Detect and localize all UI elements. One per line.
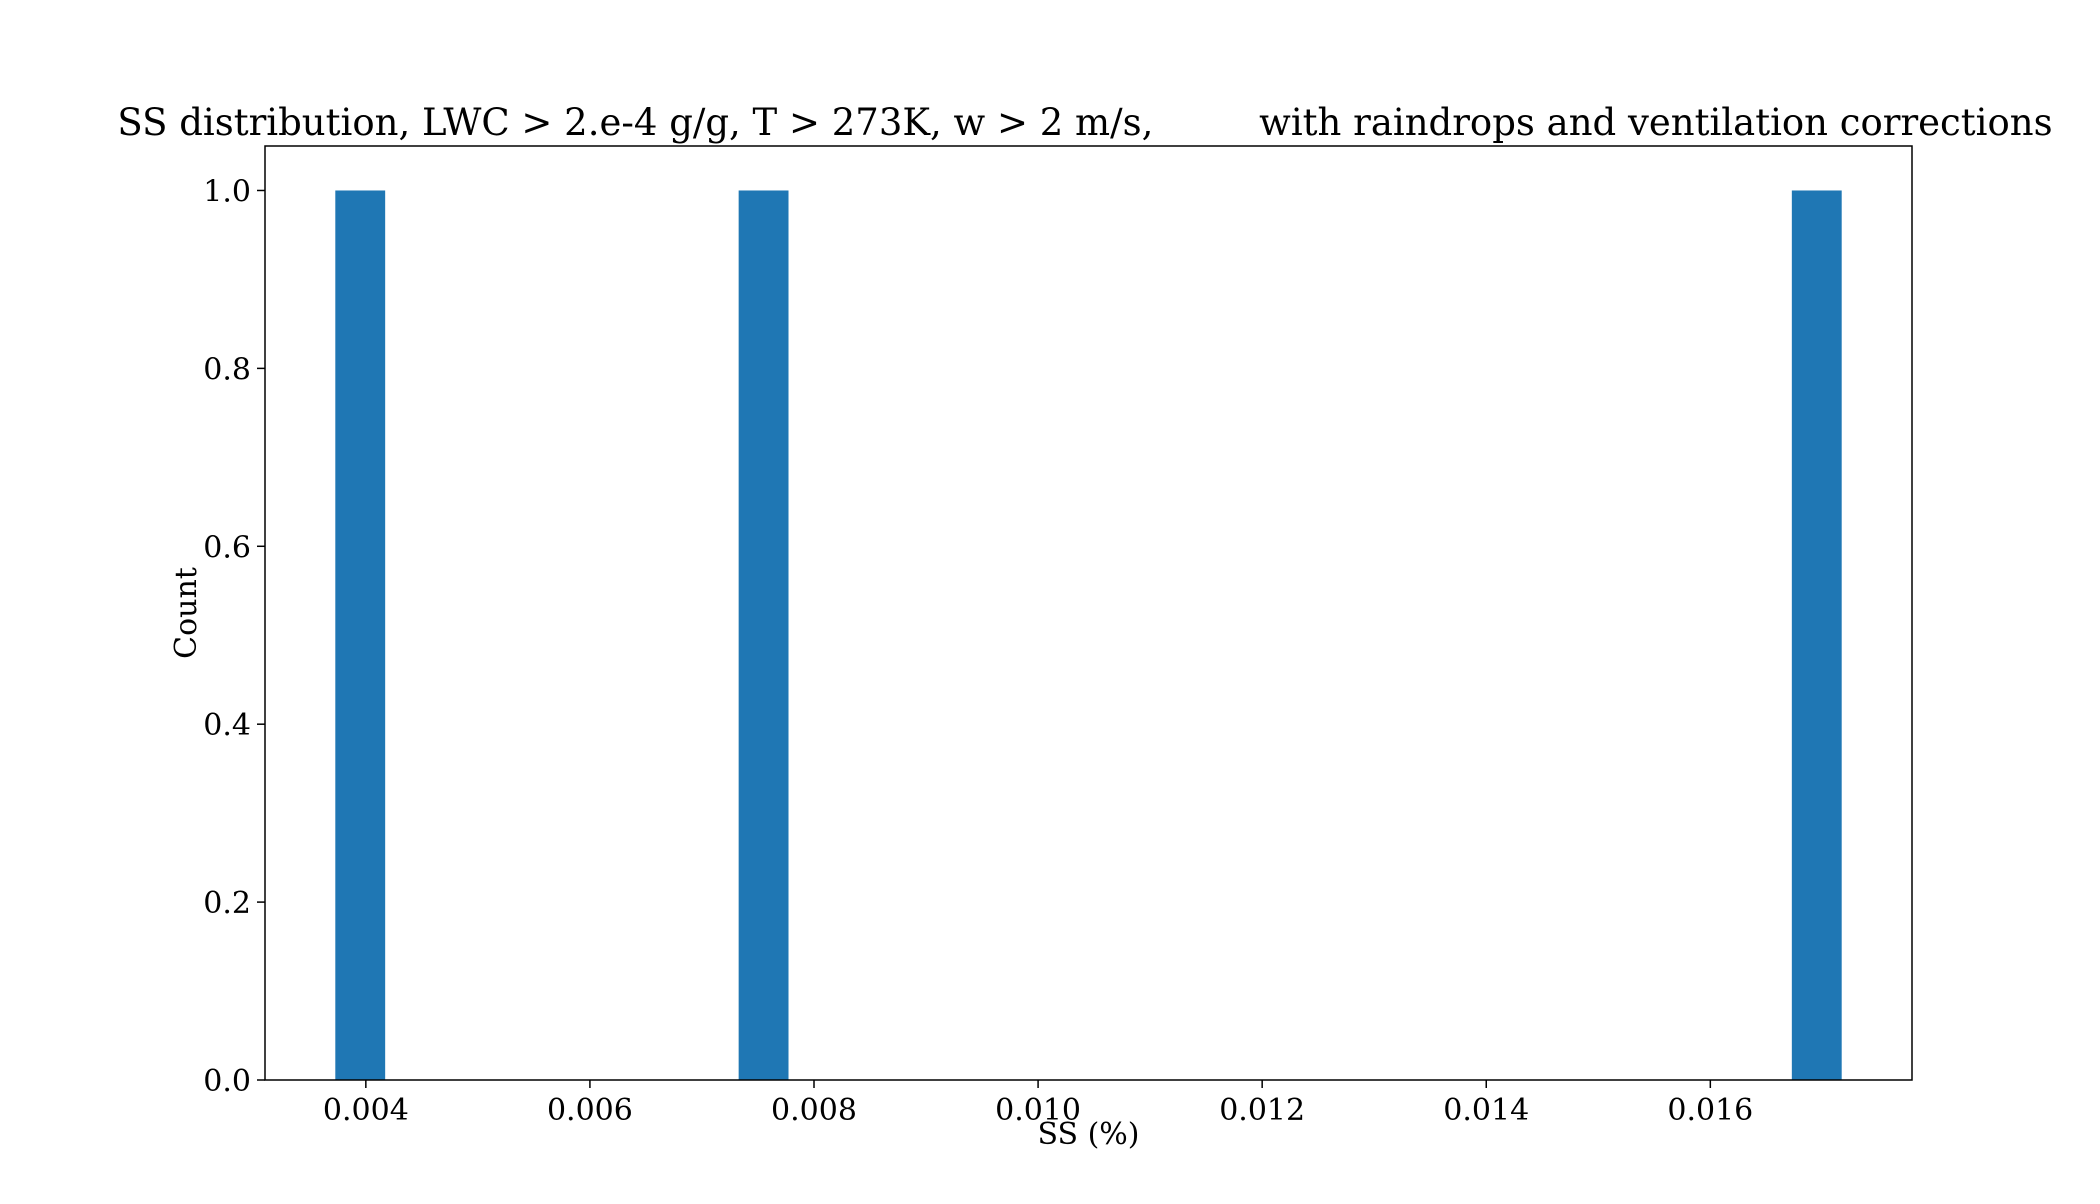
histogram-bar <box>335 190 386 1080</box>
x-axis-ticks: 0.004 0.006 0.008 0.010 0.012 0.014 0.016 <box>323 1080 1753 1128</box>
plot-area-frame <box>264 145 1913 1081</box>
histogram-bar <box>738 190 789 1080</box>
y-tick-label: 0.4 <box>203 708 251 743</box>
x-tick-label: 0.010 <box>995 1093 1081 1128</box>
x-axis-label: SS (%) <box>1037 1117 1139 1152</box>
y-tick-label: 0.0 <box>203 1064 251 1099</box>
histogram-bar <box>1791 190 1842 1080</box>
y-axis-label: Count <box>169 567 204 659</box>
chart-title: SS distribution, LWC > 2.e-4 g/g, T > 27… <box>117 101 2052 144</box>
y-tick-label: 0.2 <box>203 886 251 921</box>
x-tick-label: 0.008 <box>771 1093 857 1128</box>
x-tick-label: 0.016 <box>1667 1093 1753 1128</box>
y-tick-label: 0.8 <box>203 352 251 387</box>
bars-layer <box>335 190 1842 1080</box>
x-tick-label: 0.014 <box>1443 1093 1529 1128</box>
y-tick-label: 0.6 <box>203 530 251 565</box>
x-tick-label: 0.012 <box>1219 1093 1305 1128</box>
x-tick-label: 0.004 <box>323 1093 409 1128</box>
y-axis-ticks: 0.0 0.2 0.4 0.6 0.8 1.0 <box>203 174 265 1099</box>
x-tick-label: 0.006 <box>547 1093 633 1128</box>
y-tick-label: 1.0 <box>203 174 251 209</box>
